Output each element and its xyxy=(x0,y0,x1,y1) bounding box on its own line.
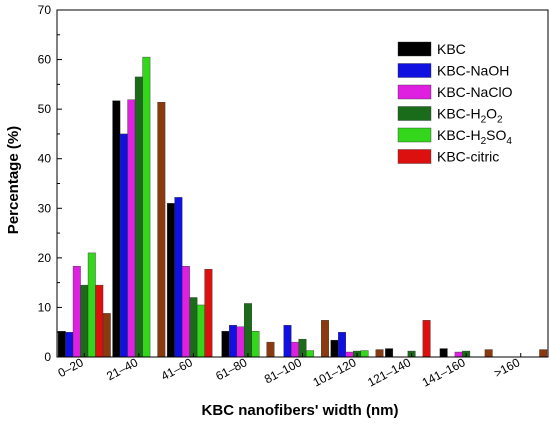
legend-swatch xyxy=(397,127,432,143)
bar-kbc-4 xyxy=(221,331,230,358)
x-tick-label: 0–20 xyxy=(56,355,86,380)
y-tick-label: 50 xyxy=(38,102,52,116)
legend-swatch xyxy=(397,84,432,100)
bar-kbc-naoh-4 xyxy=(228,325,237,358)
bar-kbc-h2so4-5 xyxy=(306,350,314,358)
legend-label: KBC-NaClO xyxy=(437,84,513,100)
x-tick-label: 121–140 xyxy=(365,355,413,389)
bar-series-7-4 xyxy=(266,341,275,358)
y-axis-title: Percentage (%) xyxy=(5,126,22,234)
bar-kbc-naoh-5 xyxy=(283,325,292,358)
bar-kbc-6 xyxy=(330,339,339,358)
bar-kbc-citric-3 xyxy=(204,269,213,358)
bar-kbc-3 xyxy=(166,203,175,358)
x-tick-label: 41–60 xyxy=(159,355,195,383)
bar-kbc-naclo-2 xyxy=(127,99,136,358)
bar-kbc-h2o2-3 xyxy=(189,297,198,358)
y-tick-label: 20 xyxy=(38,251,52,265)
x-tick-label: 101–120 xyxy=(311,355,359,389)
bar-kbc-citric-1 xyxy=(95,284,104,358)
y-tick-label: 40 xyxy=(38,152,52,166)
y-tick-label: 30 xyxy=(38,201,52,215)
x-tick-label: 141–160 xyxy=(420,355,468,389)
bar-series-7-6 xyxy=(375,349,384,358)
x-tick-label: 81–100 xyxy=(262,355,304,386)
bar-series-7-8 xyxy=(484,349,493,358)
legend-label: KBC xyxy=(437,41,466,57)
bar-kbc-h2o2-4 xyxy=(243,303,252,358)
bar-kbc-naoh-1 xyxy=(65,332,74,358)
x-axis-title: KBC nanofibers' width (nm) xyxy=(202,402,399,419)
legend-swatch xyxy=(397,106,432,121)
bar-series-7-1 xyxy=(102,313,111,358)
y-tick-label: 10 xyxy=(38,300,52,314)
bar-kbc-h2so4-2 xyxy=(142,56,151,358)
bar-kbc-naclo-4 xyxy=(236,326,245,358)
bar-kbc-naclo-3 xyxy=(181,266,190,358)
bar-kbc-h2o2-1 xyxy=(80,284,89,358)
legend-label: KBC-citric xyxy=(437,149,499,165)
bar-series-7-9 xyxy=(539,349,548,358)
y-tick-label: 0 xyxy=(44,350,51,364)
x-tick-label: >160 xyxy=(492,355,523,380)
legend-label: KBC-H2SO4 xyxy=(437,127,512,147)
y-tick-label: 60 xyxy=(38,53,52,67)
legend-label: KBC-NaOH xyxy=(437,63,509,79)
bar-kbc-1 xyxy=(57,331,66,358)
bar-kbc-8 xyxy=(439,348,448,358)
x-tick-label: 21–40 xyxy=(104,355,140,383)
bar-kbc-h2so4-1 xyxy=(87,252,96,358)
bar-kbc-h2o2-2 xyxy=(134,76,143,358)
legend-swatch xyxy=(397,41,432,57)
bar-kbc-naclo-5 xyxy=(291,341,299,358)
bar-kbc-2 xyxy=(112,100,121,358)
bar-kbc-h2so4-6 xyxy=(360,350,369,358)
legend-swatch xyxy=(397,63,432,78)
bar-series-7-2 xyxy=(157,101,166,358)
bar-kbc-7 xyxy=(385,348,394,358)
bar-kbc-naoh-3 xyxy=(174,197,183,358)
legend-label: KBC-H2O2 xyxy=(437,106,503,126)
bar-series-7-5 xyxy=(321,320,329,358)
bar-kbc-naoh-2 xyxy=(119,133,128,358)
bar-kbc-naclo-1 xyxy=(72,266,81,358)
bar-kbc-citric-7 xyxy=(422,320,431,358)
legend-swatch xyxy=(397,149,432,164)
y-tick-label: 70 xyxy=(38,3,52,17)
bar-kbc-naoh-6 xyxy=(338,332,347,358)
x-tick-label: 61–80 xyxy=(213,355,249,383)
bar-kbc-h2so4-4 xyxy=(251,331,260,358)
bar-kbc-h2so4-3 xyxy=(196,304,205,358)
bars-group xyxy=(57,56,548,358)
